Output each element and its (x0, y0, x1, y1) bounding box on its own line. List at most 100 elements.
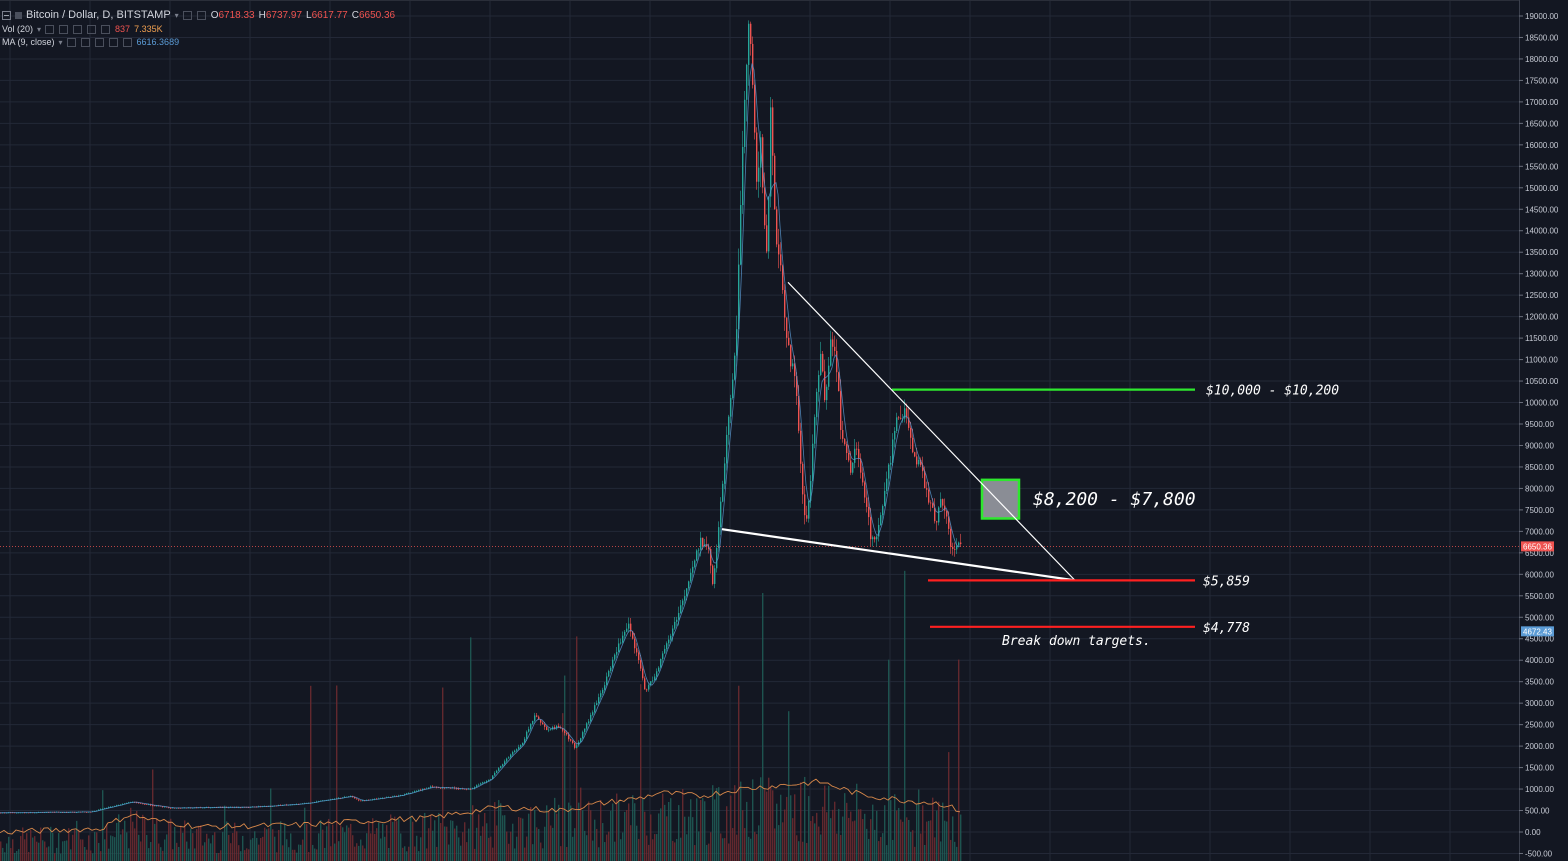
candle-body (622, 635, 624, 643)
volume-bar (190, 828, 192, 861)
volume-bar (332, 824, 334, 861)
volume-bar (266, 829, 268, 861)
candle-body (60, 812, 62, 813)
eye-icon[interactable] (66, 37, 76, 47)
price-tick-label: 6500.00 (1525, 549, 1554, 558)
chevron-down-icon[interactable]: ▾ (37, 24, 42, 34)
candle-body (508, 757, 510, 759)
candle-body (804, 494, 806, 516)
volume-bar (344, 832, 346, 861)
volume-bar (342, 827, 344, 861)
volume-bar (792, 818, 794, 861)
volume-bar (920, 833, 922, 861)
volume-bar (192, 833, 194, 861)
candle-body (796, 376, 798, 397)
candle-body (810, 481, 812, 501)
ma-label[interactable]: MA (9, close) (2, 37, 55, 47)
candle-body (570, 739, 572, 741)
candle-body (436, 787, 438, 789)
volume-bar (48, 846, 50, 861)
close-icon[interactable] (122, 37, 132, 47)
candle-body (808, 500, 810, 519)
volume-bar (880, 837, 882, 861)
candle-body (630, 623, 632, 632)
volume-bar (536, 827, 538, 861)
close-icon[interactable] (101, 24, 111, 34)
candle-body (756, 132, 758, 182)
settings-icon[interactable] (196, 10, 206, 20)
volume-bar (100, 851, 102, 861)
candle-body (898, 417, 900, 419)
chevron-down-icon[interactable]: ▾ (58, 37, 63, 47)
volume-bar (52, 832, 54, 861)
volume-bar (754, 831, 756, 861)
volume-bar (198, 825, 200, 861)
volume-bar (746, 801, 748, 861)
price-tick-label: 19000.00 (1525, 12, 1559, 21)
red-line-1-label: $5,859 (1203, 574, 1250, 589)
candle-body (778, 244, 780, 255)
volume-bar (864, 813, 866, 861)
price-tick-label: 8000.00 (1525, 484, 1554, 493)
candle-body (762, 137, 764, 188)
volume-bar (808, 796, 810, 861)
volume-bar (50, 826, 52, 861)
candle-body (918, 459, 920, 465)
volume-bar (262, 836, 264, 861)
volume-bar (842, 816, 844, 861)
chevron-down-icon[interactable]: ▾ (174, 10, 179, 20)
settings-icon[interactable] (80, 37, 90, 47)
source-icon[interactable] (94, 37, 104, 47)
volume-bar (952, 816, 954, 861)
candle-body (514, 750, 516, 753)
symbol-title[interactable]: Bitcoin / Dollar, D, BITSTAMP (26, 9, 171, 21)
volume-label[interactable]: Vol (20) (2, 24, 34, 34)
candle-body (100, 809, 102, 810)
candle-body (874, 537, 876, 540)
volume-bar (626, 809, 628, 861)
candle-body (572, 740, 574, 743)
candle-body (658, 667, 660, 672)
volume-bar (308, 852, 310, 861)
candle-body (738, 264, 740, 330)
candle-body (886, 478, 888, 491)
settings-icon[interactable] (59, 24, 69, 34)
candle-body (678, 612, 680, 620)
volume-bar (822, 806, 824, 861)
volume-bar (824, 785, 826, 861)
volume-bar (256, 837, 258, 861)
volume-bar (908, 819, 910, 861)
volume-bar (246, 848, 248, 861)
eye-icon[interactable] (182, 10, 192, 20)
volume-bar (686, 834, 688, 861)
candle-body (404, 794, 406, 795)
volume-bar (424, 812, 426, 861)
candle-body (142, 803, 144, 805)
candle-body (940, 499, 942, 508)
volume-bar (894, 794, 896, 861)
collapse-icon[interactable] (2, 10, 11, 20)
volume-bar (488, 837, 490, 861)
open-value: 6718.33 (218, 9, 255, 21)
more-icon[interactable] (87, 24, 97, 34)
volume-bar (878, 841, 880, 861)
eye-icon[interactable] (45, 24, 55, 34)
volume-bar (34, 836, 36, 861)
volume-bar (304, 807, 306, 861)
volume-bar (592, 840, 594, 861)
volume-bar (314, 848, 316, 861)
candle-body (750, 23, 752, 44)
candle-body (530, 723, 532, 730)
volume-bar (38, 842, 40, 861)
red-line-2-label: $4,778 (1203, 621, 1250, 636)
volume-bar (828, 785, 830, 861)
volume-bar (400, 833, 402, 861)
candle-body (656, 671, 658, 677)
volume-bar (414, 846, 416, 861)
volume-bar (942, 802, 944, 861)
candle-body (826, 386, 828, 401)
more-icon[interactable] (108, 37, 118, 47)
source-icon[interactable] (73, 24, 83, 34)
volume-bar (322, 829, 324, 861)
